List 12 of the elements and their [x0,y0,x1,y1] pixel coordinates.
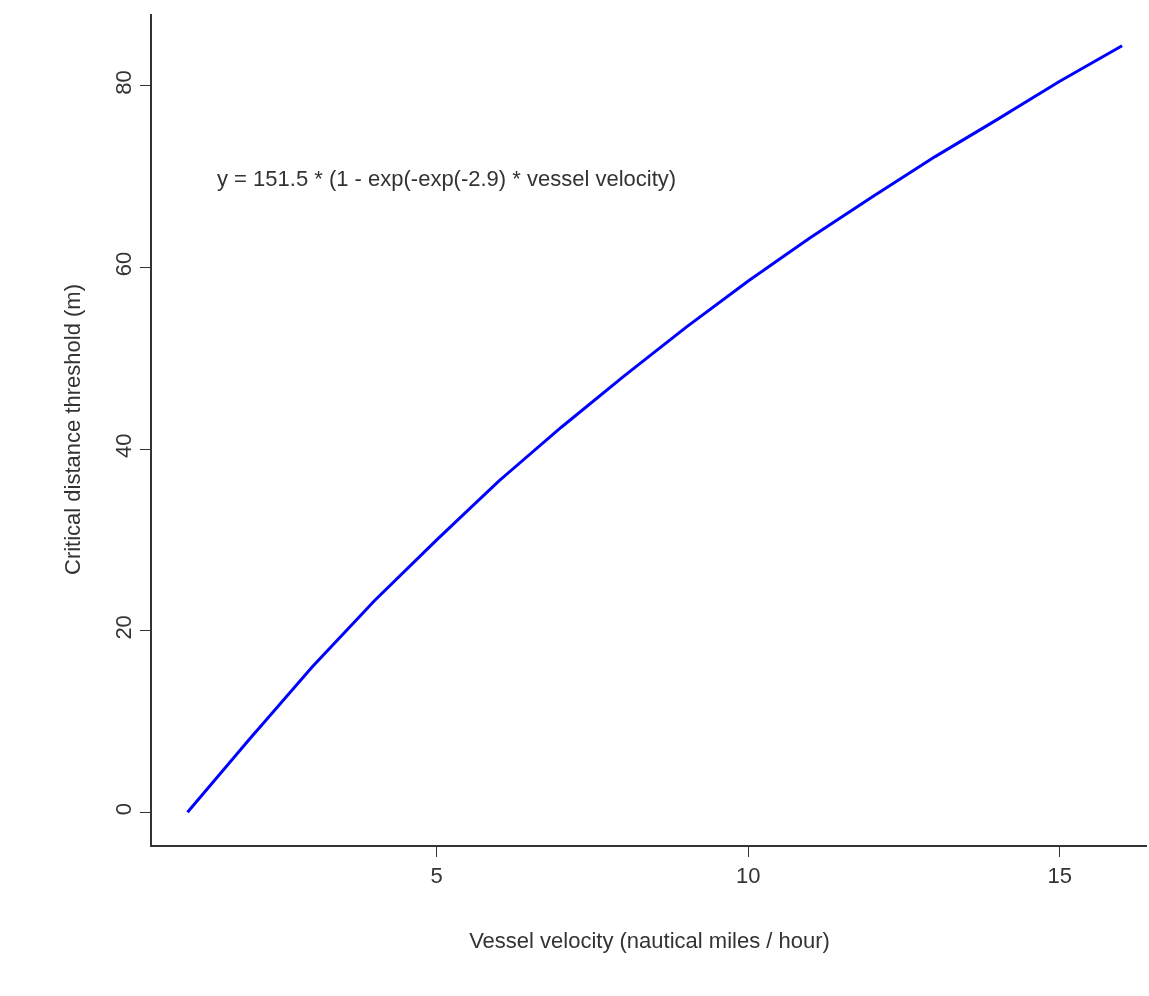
y-tick-label: 0 [111,802,137,816]
y-tick-label: 20 [111,615,137,640]
y-tick-label: 80 [111,70,137,95]
y-axis-title: Critical distance threshold (m) [59,284,85,575]
x-tick-label: 5 [430,863,443,889]
line-series [186,44,1124,814]
x-axis-title: Vessel velocity (nautical miles / hour) [469,927,830,953]
x-tick-label: 10 [736,863,761,889]
x-tick-label: 15 [1047,863,1073,889]
annotation: y = 151.5 * (1 - exp(-exp(-2.9) * vessel velocity) [217,166,677,191]
y-tick-label: 60 [111,251,137,277]
y-tick-label: 40 [111,433,137,458]
